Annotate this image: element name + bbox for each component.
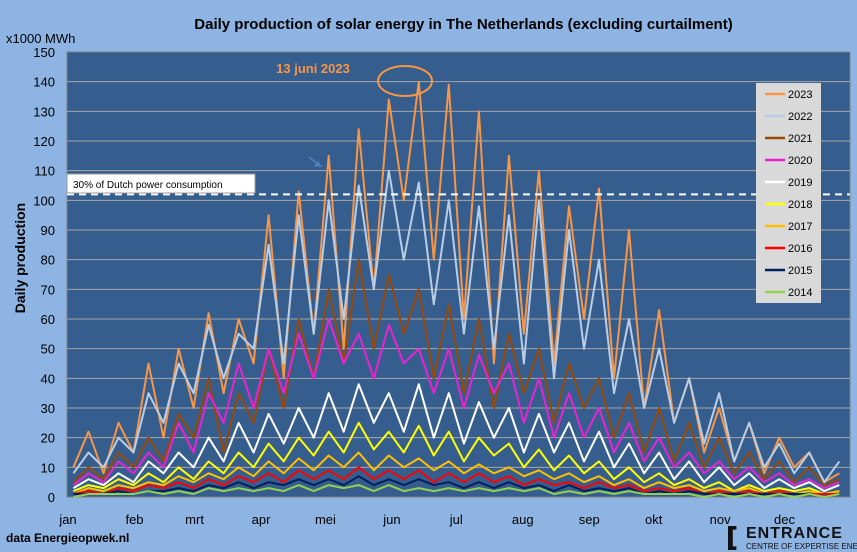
legend-entry: 2016	[788, 243, 812, 255]
x-tick-label: okt	[645, 512, 663, 527]
series-line-2022	[72, 169, 841, 484]
series-line-2019	[72, 383, 840, 493]
x-tick-label: jul	[449, 512, 463, 527]
logo-text: ENTRANCE	[746, 525, 843, 542]
y-tick-label: 50	[41, 342, 55, 357]
x-tick-label: feb	[125, 512, 143, 527]
series-line-2015	[73, 475, 840, 498]
y-tick-label: 20	[41, 431, 55, 446]
plot-background	[66, 51, 851, 498]
series-line-2020	[72, 318, 840, 490]
legend-entry: 2015	[788, 265, 812, 277]
x-tick-label: mrt	[185, 512, 204, 527]
arrow-head-icon	[314, 161, 322, 167]
logo-mark-icon	[728, 526, 737, 550]
legend-entry: 2023	[788, 89, 812, 101]
legend: 2023 2022 2021 2020 2019 2018 2017 2016 2015 2014	[756, 83, 821, 303]
logo-subtext: CENTRE OF EXPERTISE ENERGY	[746, 542, 857, 551]
legend-entry: 2017	[788, 221, 812, 233]
y-tick-label: 80	[41, 253, 55, 268]
y-tick-label: 150	[33, 45, 55, 60]
y-tick-label: 90	[41, 223, 55, 238]
legend-box	[756, 83, 821, 303]
source-label: data Energieopwek.nl	[6, 531, 130, 545]
chart-title: Daily production of solar energy in The …	[194, 16, 733, 33]
x-tick-label: aug	[512, 512, 534, 527]
series-line-2017	[73, 451, 840, 495]
x-tick-label: sep	[579, 512, 600, 527]
series-line-2018	[73, 421, 840, 495]
y-tick-label: 130	[33, 104, 55, 119]
x-tick-label: nov	[710, 512, 731, 527]
x-tick-label: jan	[58, 512, 76, 527]
y-tick-label: 110	[34, 164, 55, 179]
legend-entry: 2019	[788, 177, 812, 189]
y-tick-label: 0	[48, 490, 55, 505]
y-tick-label: 70	[41, 282, 55, 297]
legend-entry: 2014	[788, 287, 812, 299]
y-tick-label: 40	[41, 371, 55, 386]
y-tick-label: 140	[33, 75, 55, 90]
reference-label-box	[66, 173, 256, 194]
y-tick-label: 30	[41, 401, 55, 416]
y-tick-label: 100	[33, 193, 55, 208]
x-tick-label: jun	[382, 512, 400, 527]
x-tick-label: apr	[252, 512, 271, 527]
legend-entry: 2020	[788, 155, 812, 167]
series-line-2014	[73, 484, 840, 498]
x-tick-label: dec	[774, 512, 795, 527]
legend-entry: 2018	[788, 199, 812, 211]
x-tick-label: mei	[315, 512, 336, 527]
y-tick-label: 10	[41, 460, 55, 475]
y-tick-label: 120	[33, 134, 55, 149]
series-line-2016	[73, 466, 840, 495]
y-tick-label: 60	[41, 312, 55, 327]
legend-entry: 2021	[788, 133, 812, 145]
unit-label: x1000 MWh	[6, 31, 76, 46]
annotation-label: 13 juni 2023	[276, 61, 350, 76]
series-line-2021	[72, 258, 840, 487]
annotation-ellipse	[377, 65, 433, 97]
legend-entry: 2022	[788, 111, 812, 123]
reference-label: 30% of Dutch power consumption	[73, 180, 223, 191]
